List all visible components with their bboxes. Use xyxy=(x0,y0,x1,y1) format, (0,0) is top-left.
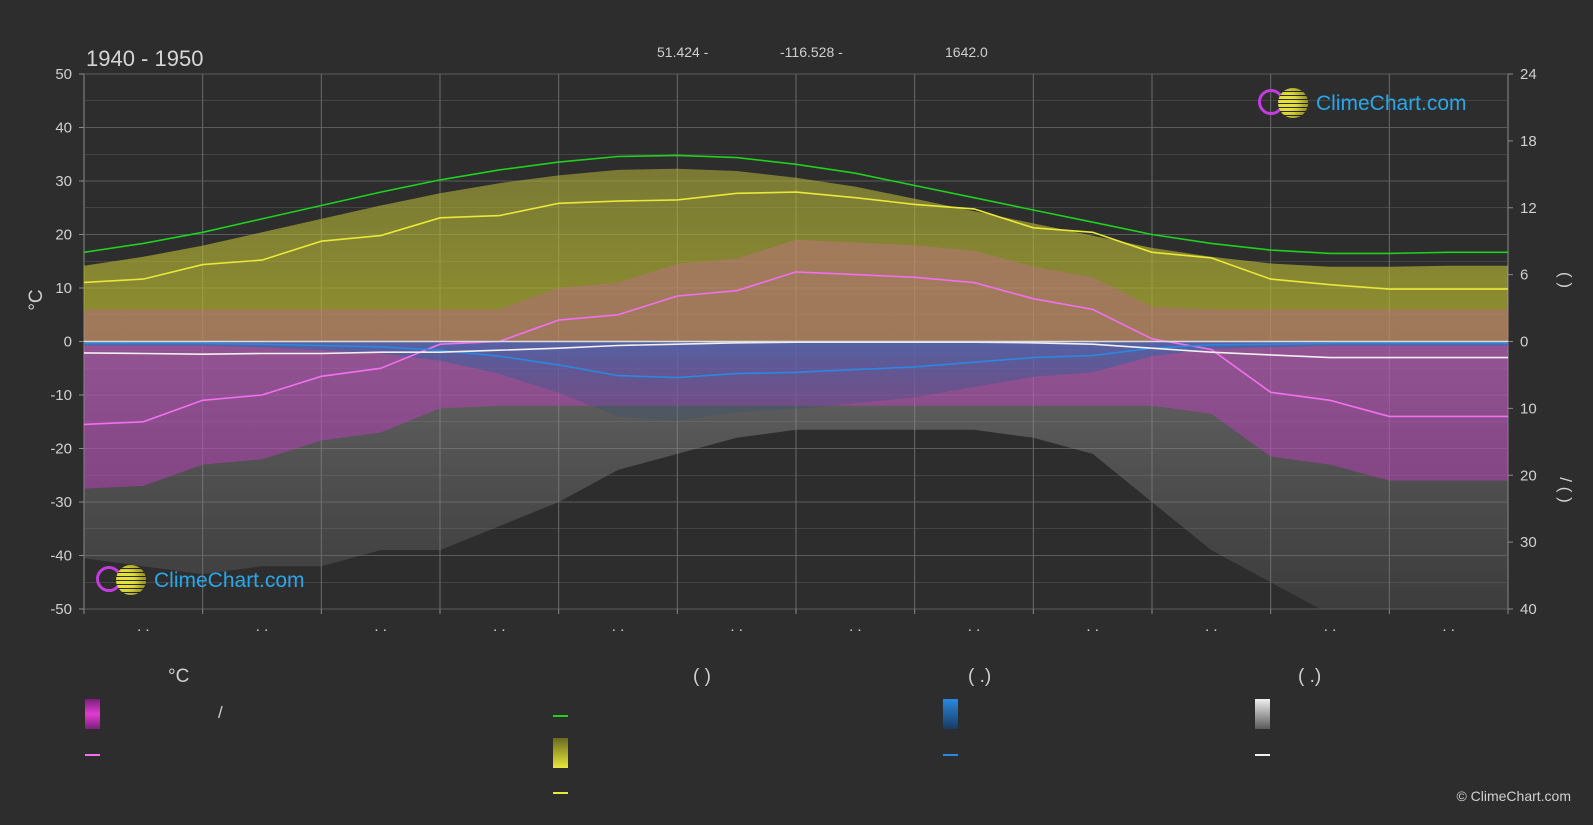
y2-top-tick-label: 18 xyxy=(1520,133,1537,150)
snow-swatch xyxy=(1255,699,1270,729)
area-layers xyxy=(84,168,1508,609)
y-tick-label: 30 xyxy=(55,173,72,190)
y-tick-label: -20 xyxy=(50,441,72,458)
y2-bottom-tick-label: 40 xyxy=(1520,601,1537,618)
snow-mean-swatch xyxy=(1255,754,1270,756)
sunshine-mean-swatch xyxy=(553,792,568,794)
y-tick-label: 10 xyxy=(55,280,72,297)
logo-bottom[interactable]: ClimeChart.com xyxy=(96,565,305,597)
x-tick-label: . . xyxy=(612,618,625,635)
rain-mean-swatch xyxy=(943,754,958,756)
x-tick-label: . . xyxy=(1442,618,1455,635)
rain-swatch xyxy=(943,699,958,729)
y-tick-label: -50 xyxy=(50,601,72,618)
x-tick-label: . . xyxy=(256,618,269,635)
legend-rain-header: ( .) xyxy=(968,666,992,687)
y2-top-tick-label: 24 xyxy=(1520,66,1537,83)
y2-bottom-tick-label: 30 xyxy=(1520,534,1537,551)
chart-title: 1940 - 1950 xyxy=(86,46,204,71)
legend-temperature-range-label: / xyxy=(218,703,223,722)
x-tick-label: . . xyxy=(374,618,387,635)
series-lines xyxy=(84,154,1508,426)
y-tick-label: 50 xyxy=(55,66,72,83)
y2-bottom-tick-label: 20 xyxy=(1520,467,1537,484)
y2-bottom-axis-label: / ( ) xyxy=(1556,477,1575,503)
copyright: © ClimeChart.com xyxy=(1456,788,1571,804)
y-tick-label: -40 xyxy=(50,548,72,565)
daylight-line xyxy=(84,154,1508,255)
y2-top-tick-label: 0 xyxy=(1520,334,1528,351)
x-tick-label: . . xyxy=(730,618,743,635)
y2-top-axis-label: ( ) xyxy=(1556,272,1575,288)
x-tick-label: . . xyxy=(849,618,862,635)
temperature-mean-swatch xyxy=(85,754,100,756)
y-tick-label: -30 xyxy=(50,494,72,511)
temperature-range-swatch xyxy=(85,699,100,729)
y-tick-label: 20 xyxy=(55,227,72,244)
y2-top-tick-label: 6 xyxy=(1520,267,1528,284)
snow-mean-line xyxy=(84,341,1508,359)
temperature-range-area-warm xyxy=(84,239,1508,342)
x-tick-label: . . xyxy=(1205,618,1218,635)
x-tick-label: . . xyxy=(137,618,150,635)
y2-top-tick-label: 12 xyxy=(1520,200,1537,217)
rain-mean-line xyxy=(84,342,1508,379)
climechart-logo-icon xyxy=(96,565,150,597)
x-tick-label: . . xyxy=(493,618,506,635)
logo-text: ClimeChart.com xyxy=(1316,92,1467,115)
snow-area xyxy=(84,341,1508,609)
y-tick-label: -10 xyxy=(50,387,72,404)
daylight-swatch xyxy=(553,715,568,717)
y2-bottom-tick-label: 10 xyxy=(1520,400,1537,417)
legend-sun-header: ( ) xyxy=(693,666,711,687)
climechart-logo-icon xyxy=(1258,88,1312,120)
rain-area xyxy=(84,341,1508,421)
logo-text: ClimeChart.com xyxy=(154,569,305,592)
legend-snow-header: ( .) xyxy=(1298,666,1322,687)
y-axis-label: °C xyxy=(26,289,47,310)
temperature-range-area-cold xyxy=(84,341,1508,489)
sunshine-line xyxy=(84,191,1508,290)
y-tick-label: 0 xyxy=(64,334,72,351)
x-tick-label: . . xyxy=(1086,618,1099,635)
logo-top[interactable]: ClimeChart.com xyxy=(1258,88,1467,120)
latitude: 51.424 - xyxy=(657,44,709,60)
x-tick-label: . . xyxy=(968,618,981,635)
temperature-mean-line xyxy=(84,271,1508,426)
legend-temperature-header: °C xyxy=(168,666,190,687)
axes: 50 40 30 20 10 0 -10 -20 -30 -40 -50 24 18 12 6 0 10 20 30… xyxy=(50,66,1536,635)
y-tick-label: 40 xyxy=(55,120,72,137)
elevation: 1642.0 xyxy=(945,44,988,60)
x-tick-label: . . xyxy=(1324,618,1337,635)
longitude: -116.528 - xyxy=(780,44,843,60)
sunshine-range-swatch xyxy=(553,738,568,768)
